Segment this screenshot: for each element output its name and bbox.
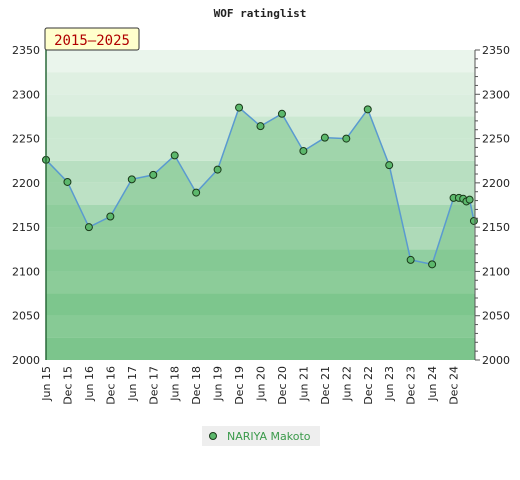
data-point: [149, 170, 158, 179]
area-layer: [46, 107, 474, 360]
legend-marker: [209, 432, 217, 440]
y-tick-label-right: 2250: [482, 133, 510, 146]
y-tick-label-left: 2050: [12, 310, 40, 323]
series-area: [46, 107, 474, 360]
y-tick-label-left: 2000: [12, 354, 40, 367]
y-tick-label-left: 2300: [12, 88, 40, 101]
y-tick-label-left: 2150: [12, 221, 40, 234]
data-point: [213, 165, 222, 174]
data-point: [363, 105, 372, 114]
data-point: [342, 134, 351, 143]
legend-box: [202, 426, 320, 446]
data-point: [469, 216, 478, 225]
x-tick-label: Dec 23: [405, 366, 418, 405]
grid-band: [46, 72, 475, 95]
data-point: [235, 103, 244, 112]
x-tick-label: Jun 23: [383, 366, 396, 402]
y-ticks-left: 2000 2050 2100 2150 2200 2250 2300 2350: [12, 44, 40, 367]
data-point: [170, 151, 179, 160]
x-tick-label: Jun 21: [297, 366, 310, 402]
y-tick-label-right: 2350: [482, 44, 510, 57]
x-tick-label: Jun 16: [83, 366, 96, 402]
chart-title: WOF ratinglist: [214, 7, 307, 20]
y-ticks-right: 2000 2050 2100 2150 2200 2250 2300 2350: [482, 44, 510, 367]
grid-band: [46, 50, 475, 73]
period-badge-box: [44, 27, 140, 51]
period-badge-text: 2015—2025: [54, 33, 130, 49]
y-tick-label-left: 2250: [12, 133, 40, 146]
y-tick-label-right: 2200: [482, 177, 510, 190]
data-point: [320, 133, 329, 142]
y-tick-label-right: 2000: [482, 354, 510, 367]
data-point: [84, 223, 93, 232]
y-tick-label-right: 2050: [482, 310, 510, 323]
grid-band: [46, 94, 475, 117]
x-tick-label: Dec 21: [319, 366, 332, 405]
x-tick-label: Jun 24: [426, 366, 439, 402]
data-point: [428, 260, 437, 269]
data-point: [406, 255, 415, 264]
x-tick-label: Dec 19: [233, 366, 246, 405]
x-ticks: Jun 15 Dec 15 Jun 16 Dec 16 Jun 17 Dec 17 Jun …: [40, 366, 461, 405]
x-tick-label: Dec 16: [104, 366, 117, 405]
axes: [45, 49, 480, 361]
data-point: [299, 146, 308, 155]
x-tick-label: Jun 20: [255, 366, 268, 402]
x-tick-label: Dec 15: [61, 366, 74, 405]
data-point: [385, 161, 394, 170]
data-point: [63, 177, 72, 186]
x-tick-label: Jun 17: [126, 366, 139, 402]
x-tick-label: Jun 18: [169, 366, 182, 402]
y-tick-label-left: 2200: [12, 177, 40, 190]
x-tick-label: Dec 17: [147, 366, 160, 405]
x-tick-label: Dec 24: [448, 366, 461, 405]
x-tick-label: Dec 20: [276, 366, 289, 405]
data-point: [465, 195, 474, 204]
legend-label: NARIYA Makoto: [227, 430, 311, 443]
x-tick-label: Jun 22: [340, 366, 353, 402]
y-tick-label-right: 2100: [482, 265, 510, 278]
x-tick-label: Jun 15: [40, 366, 53, 402]
x-tick-label: Dec 22: [362, 366, 375, 405]
data-point: [277, 109, 286, 118]
data-point: [192, 188, 201, 197]
period-badge: 2015—2025: [44, 27, 140, 51]
data-point: [106, 212, 115, 221]
y-tick-label-right: 2150: [482, 221, 510, 234]
data-point: [127, 175, 136, 184]
y-tick-label-left: 2350: [12, 44, 40, 57]
x-tick-label: Jun 19: [212, 366, 225, 402]
y-tick-label-left: 2100: [12, 265, 40, 278]
legend: NARIYA Makoto: [202, 426, 320, 446]
marker-layer: [42, 103, 478, 269]
x-tick-label: Dec 18: [190, 366, 203, 405]
y-tick-label-right: 2300: [482, 88, 510, 101]
data-point: [256, 122, 265, 131]
